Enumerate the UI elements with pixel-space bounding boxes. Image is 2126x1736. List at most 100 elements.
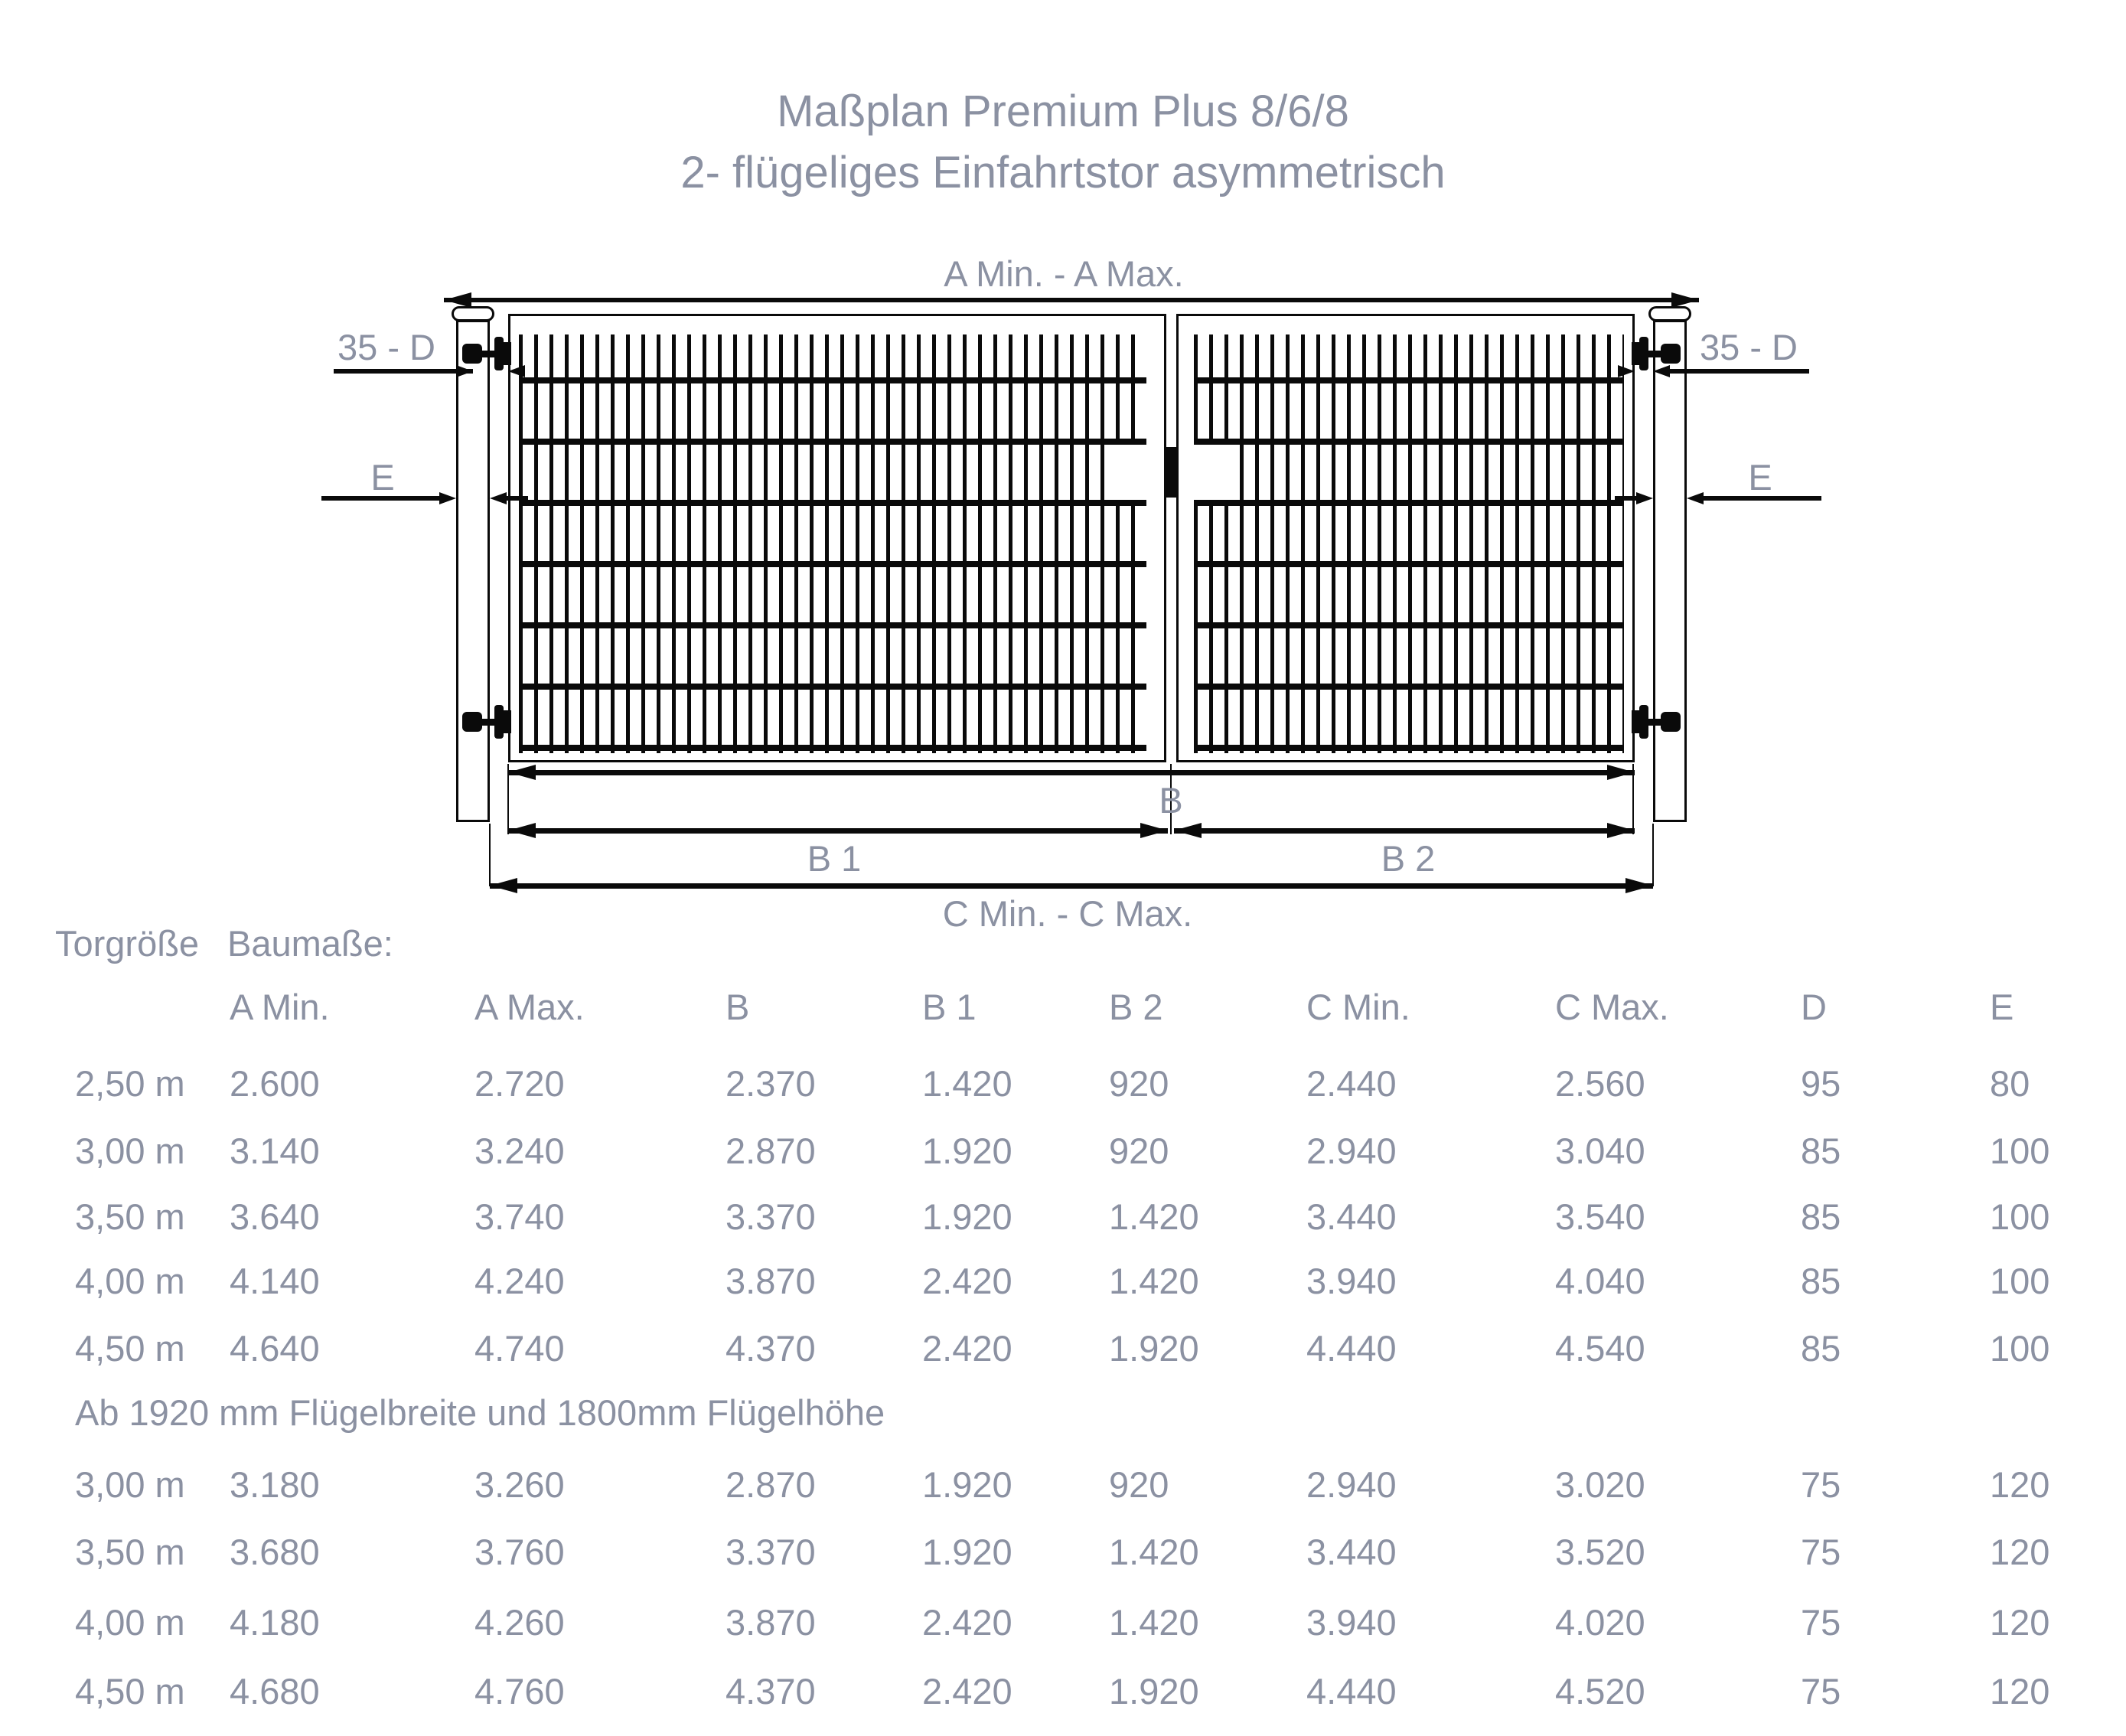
cell-a-max: 3.260	[474, 1464, 565, 1505]
table-row: 3,00 m 3.180 3.260 2.870 1.920 920 2.940…	[0, 1464, 2126, 1512]
row-size: 3,00 m	[75, 1131, 185, 1171]
wing-left-mesh	[519, 334, 1146, 753]
cell-a-max: 4.240	[474, 1261, 565, 1301]
cell-a-min: 3.180	[230, 1464, 320, 1505]
dim-label-c: C Min. - C Max.	[942, 893, 1193, 934]
arrowhead-right-icon	[456, 365, 473, 377]
cell-b1: 2.420	[922, 1328, 1012, 1369]
cell-d: 85	[1801, 1328, 1841, 1369]
cell-b2: 1.920	[1109, 1328, 1199, 1369]
cell-d: 75	[1801, 1671, 1841, 1712]
cell-a-min: 3.640	[230, 1196, 320, 1237]
cell-c-min: 3.940	[1306, 1261, 1397, 1301]
arrowhead-left-icon	[490, 878, 517, 893]
guide-line	[1170, 764, 1172, 834]
right-post	[1653, 320, 1687, 822]
wing-right-mesh	[1194, 334, 1624, 753]
col-header-baumasse: Baumaße:	[227, 923, 393, 964]
dim-tail-e-right	[1615, 496, 1636, 501]
row-size: 4,50 m	[75, 1671, 185, 1712]
col-header-torgroesse: Torgröße	[55, 923, 200, 964]
cell-a-min: 4.180	[230, 1602, 320, 1643]
cell-a-min: 4.680	[230, 1671, 320, 1712]
cell-a-max: 3.760	[474, 1532, 565, 1572]
table-row: 4,50 m 4.680 4.760 4.370 2.420 1.920 4.4…	[0, 1670, 2126, 1719]
cell-e: 100	[1990, 1261, 2050, 1301]
dim-line-c	[490, 883, 1653, 889]
cell-b1: 2.420	[922, 1261, 1012, 1301]
table-row: 2,50 m 2.600 2.720 2.370 1.420 920 2.440…	[0, 1062, 2126, 1111]
cell-c-min: 2.940	[1306, 1464, 1397, 1505]
table-header-row: A Min. A Max. B B 1 B 2 C Min. C Max. D …	[0, 986, 2126, 1035]
cell-b1: 1.920	[922, 1131, 1012, 1171]
cell-c-min: 2.940	[1306, 1131, 1397, 1171]
arrowhead-left-icon	[1687, 492, 1704, 504]
guide-line	[489, 824, 491, 886]
cell-c-max: 4.520	[1555, 1671, 1645, 1712]
cell-a-max: 4.740	[474, 1328, 565, 1369]
arrowhead-right-icon	[1607, 765, 1635, 780]
row-size: 4,00 m	[75, 1261, 185, 1301]
cell-c-max: 3.020	[1555, 1464, 1645, 1505]
cell-d: 85	[1801, 1261, 1841, 1301]
col-header-b2: B 2	[1109, 987, 1163, 1027]
cell-d: 85	[1801, 1196, 1841, 1237]
gate-wing-left	[508, 314, 1166, 762]
cell-d: 75	[1801, 1532, 1841, 1572]
cell-a-max: 4.260	[474, 1602, 565, 1643]
dim-line-35d-right	[1670, 369, 1809, 374]
cell-a-min: 4.640	[230, 1328, 320, 1369]
cell-e: 120	[1990, 1671, 2050, 1712]
table-row: 3,00 m 3.140 3.240 2.870 1.920 920 2.940…	[0, 1130, 2126, 1179]
cell-e: 120	[1990, 1602, 2050, 1643]
col-header-d: D	[1801, 987, 1827, 1027]
cell-b: 2.870	[726, 1131, 816, 1171]
arrowhead-right-icon	[1140, 823, 1168, 838]
dim-line-e-right	[1704, 496, 1821, 501]
page-title: Maßplan Premium Plus 8/6/8	[777, 86, 1349, 136]
cell-b1: 1.920	[922, 1464, 1012, 1505]
guide-line	[507, 764, 509, 834]
dim-line-b	[508, 770, 1635, 775]
arrowhead-right-icon	[439, 492, 456, 504]
cell-e: 80	[1990, 1063, 2030, 1104]
table-row: 4,50 m 4.640 4.740 4.370 2.420 1.920 4.4…	[0, 1327, 2126, 1376]
dim-line-35d-left	[334, 369, 473, 374]
cell-b1: 2.420	[922, 1671, 1012, 1712]
table-row: 3,50 m 3.680 3.760 3.370 1.920 1.420 3.4…	[0, 1531, 2126, 1580]
center-latch	[1166, 447, 1176, 498]
cell-d: 95	[1801, 1063, 1841, 1104]
row-size: 3,50 m	[75, 1532, 185, 1572]
wing-left-lock-plate	[1108, 445, 1148, 500]
cell-b1: 1.920	[922, 1196, 1012, 1237]
table-group-header-row: Torgröße Baumaße:	[0, 922, 2126, 971]
cell-b1: 2.420	[922, 1602, 1012, 1643]
cell-e: 100	[1990, 1196, 2050, 1237]
col-header-c-max: C Max.	[1555, 987, 1669, 1027]
dim-label-e-right: E	[1748, 457, 1772, 498]
cell-a-max: 3.740	[474, 1196, 565, 1237]
arrowhead-left-icon	[444, 292, 471, 308]
cell-c-min: 3.440	[1306, 1532, 1397, 1572]
cell-b: 2.370	[726, 1063, 816, 1104]
left-post-cap	[452, 306, 494, 321]
cell-c-max: 4.040	[1555, 1261, 1645, 1301]
cell-e: 120	[1990, 1464, 2050, 1505]
arrowhead-left-icon	[1653, 365, 1670, 377]
gate-wing-right	[1176, 314, 1635, 762]
cell-c-max: 3.540	[1555, 1196, 1645, 1237]
table-row: 4,00 m 4.140 4.240 3.870 2.420 1.420 3.9…	[0, 1260, 2126, 1309]
cell-b2: 1.420	[1109, 1532, 1199, 1572]
cell-d: 75	[1801, 1464, 1841, 1505]
arrowhead-right-icon	[1636, 492, 1653, 504]
cell-b1: 1.920	[922, 1532, 1012, 1572]
arrowhead-left-icon	[508, 365, 525, 377]
cell-d: 75	[1801, 1602, 1841, 1643]
dim-line-b1	[508, 828, 1168, 834]
table-row: 3,50 m 3.640 3.740 3.370 1.920 1.420 3.4…	[0, 1196, 2126, 1245]
cell-c-min: 2.440	[1306, 1063, 1397, 1104]
dim-line-e-left	[321, 496, 439, 501]
table-note: Ab 1920 mm Flügelbreite und 1800mm Flüge…	[75, 1392, 885, 1433]
cell-c-max: 3.520	[1555, 1532, 1645, 1572]
dim-label-b: B	[1159, 780, 1183, 821]
